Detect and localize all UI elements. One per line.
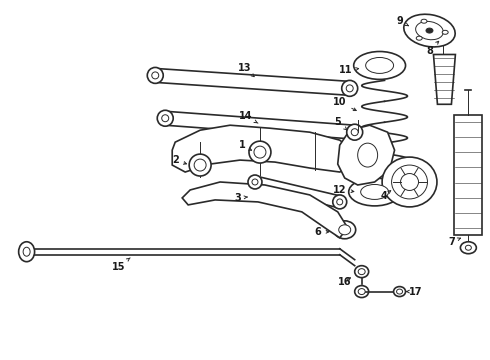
Polygon shape xyxy=(434,54,455,104)
Ellipse shape xyxy=(416,36,422,40)
Ellipse shape xyxy=(147,67,163,84)
Text: 12: 12 xyxy=(333,185,354,195)
Ellipse shape xyxy=(354,51,406,80)
Ellipse shape xyxy=(358,143,378,167)
Text: 6: 6 xyxy=(315,227,329,237)
Ellipse shape xyxy=(382,157,437,207)
Ellipse shape xyxy=(404,14,455,47)
Polygon shape xyxy=(254,176,341,208)
Ellipse shape xyxy=(392,165,427,199)
Text: 16: 16 xyxy=(338,276,351,287)
Ellipse shape xyxy=(194,159,206,171)
FancyBboxPatch shape xyxy=(454,115,482,235)
Ellipse shape xyxy=(249,141,271,163)
Polygon shape xyxy=(165,111,355,139)
Text: 8: 8 xyxy=(426,41,439,55)
Ellipse shape xyxy=(337,199,343,205)
Ellipse shape xyxy=(23,247,30,256)
Ellipse shape xyxy=(421,19,427,23)
Text: 14: 14 xyxy=(239,111,258,123)
Text: 15: 15 xyxy=(112,258,130,272)
Ellipse shape xyxy=(466,245,471,250)
Ellipse shape xyxy=(361,184,389,199)
Ellipse shape xyxy=(351,129,358,136)
Text: 1: 1 xyxy=(239,140,251,150)
Ellipse shape xyxy=(393,287,406,297)
Ellipse shape xyxy=(162,115,169,122)
Text: 11: 11 xyxy=(339,66,359,76)
Ellipse shape xyxy=(366,58,393,73)
Ellipse shape xyxy=(349,178,400,206)
Text: 9: 9 xyxy=(396,15,408,26)
Ellipse shape xyxy=(334,221,356,239)
Text: 5: 5 xyxy=(334,117,347,130)
Ellipse shape xyxy=(189,154,211,176)
Ellipse shape xyxy=(358,269,365,275)
Ellipse shape xyxy=(333,195,347,209)
Ellipse shape xyxy=(426,28,433,33)
Ellipse shape xyxy=(342,80,358,96)
Ellipse shape xyxy=(19,242,35,262)
Ellipse shape xyxy=(254,146,266,158)
Ellipse shape xyxy=(346,85,353,92)
Text: 3: 3 xyxy=(235,193,247,203)
Ellipse shape xyxy=(396,289,403,294)
Text: 2: 2 xyxy=(172,155,187,165)
Text: 17: 17 xyxy=(406,287,422,297)
Polygon shape xyxy=(155,68,350,95)
Text: 10: 10 xyxy=(333,97,356,111)
Text: 13: 13 xyxy=(238,63,254,77)
Ellipse shape xyxy=(461,242,476,254)
Text: 4: 4 xyxy=(380,190,391,201)
Ellipse shape xyxy=(157,110,173,126)
Ellipse shape xyxy=(358,289,365,294)
Ellipse shape xyxy=(442,30,448,34)
Ellipse shape xyxy=(400,174,418,190)
Polygon shape xyxy=(182,182,348,238)
Ellipse shape xyxy=(355,266,368,278)
Ellipse shape xyxy=(252,179,258,185)
Ellipse shape xyxy=(152,72,159,79)
Polygon shape xyxy=(172,125,355,172)
Ellipse shape xyxy=(355,285,368,298)
Ellipse shape xyxy=(248,175,262,189)
Ellipse shape xyxy=(347,124,363,140)
Text: 7: 7 xyxy=(448,237,461,247)
Ellipse shape xyxy=(416,22,443,40)
Ellipse shape xyxy=(339,225,351,235)
Polygon shape xyxy=(338,125,394,185)
